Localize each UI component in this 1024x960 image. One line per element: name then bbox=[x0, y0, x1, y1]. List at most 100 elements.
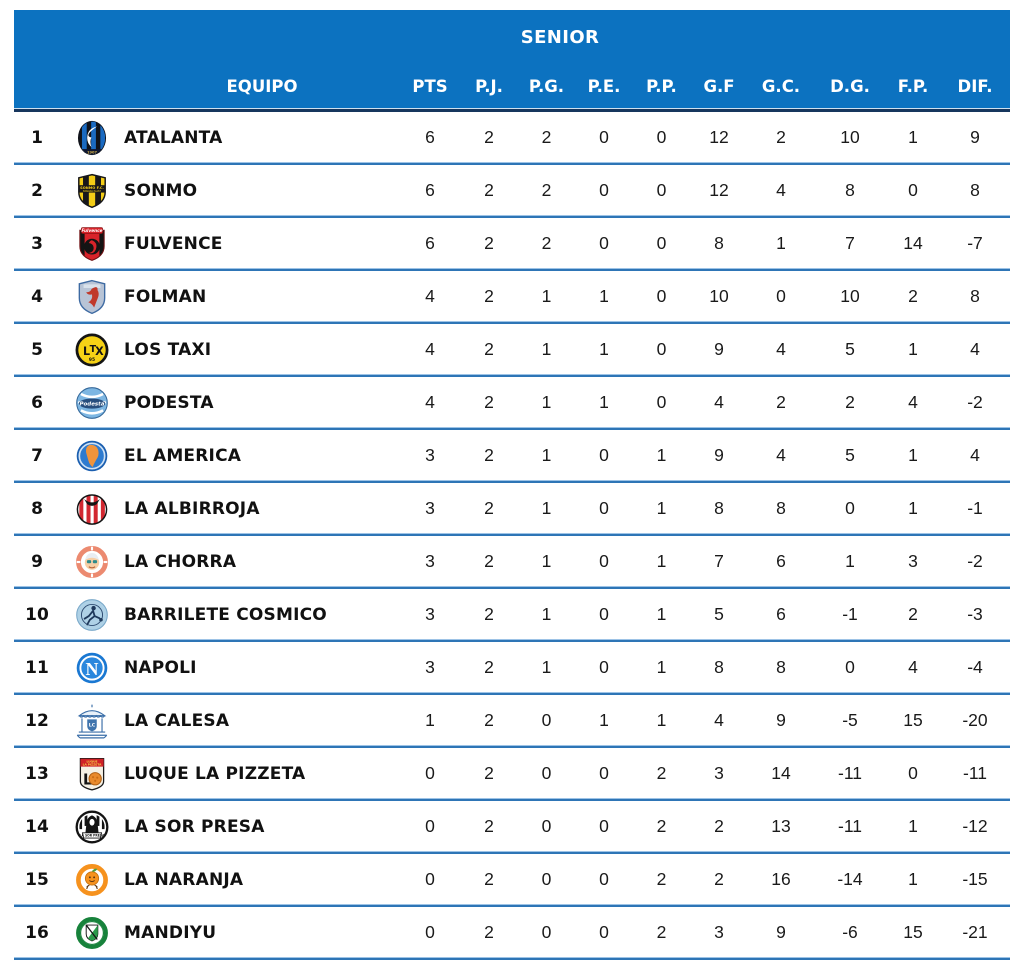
stat-pg: 2 bbox=[541, 180, 552, 200]
team-position: 8 bbox=[31, 498, 43, 519]
stat-pg: 0 bbox=[541, 816, 552, 836]
stat-gf: 3 bbox=[714, 763, 724, 783]
stat-pe: 1 bbox=[599, 339, 609, 359]
stat-pe: 0 bbox=[599, 816, 609, 836]
stat-fp: 1 bbox=[908, 816, 918, 836]
team-name: FULVENCE bbox=[124, 233, 223, 254]
stat-pp: 1 bbox=[656, 445, 667, 465]
svg-text:LUQUE: LUQUE bbox=[86, 759, 97, 763]
stat-gf: 4 bbox=[714, 392, 724, 412]
stat-pts: 3 bbox=[425, 445, 435, 465]
svg-text:LA SOR PRESA: LA SOR PRESA bbox=[80, 833, 105, 837]
stat-pj: 2 bbox=[484, 233, 494, 253]
svg-text:1907: 1907 bbox=[87, 150, 97, 154]
stat-pe: 0 bbox=[599, 445, 609, 465]
svg-text:T: T bbox=[90, 344, 97, 355]
stat-pg: 0 bbox=[541, 922, 552, 942]
stat-gf: 7 bbox=[714, 551, 724, 571]
stat-gf: 2 bbox=[714, 816, 724, 836]
stat-gc: 1 bbox=[776, 233, 786, 253]
stat-pj: 2 bbox=[484, 922, 494, 942]
svg-text:95: 95 bbox=[89, 357, 95, 363]
stat-pe: 0 bbox=[599, 922, 609, 942]
stat-pg: 2 bbox=[541, 233, 552, 253]
stat-pg: 1 bbox=[541, 286, 552, 306]
stat-gf: 3 bbox=[714, 922, 724, 942]
stat-pts: 6 bbox=[425, 233, 435, 253]
stat-pg: 2 bbox=[541, 127, 552, 147]
stat-pp: 1 bbox=[656, 604, 667, 624]
stat-gf: 10 bbox=[709, 286, 729, 306]
barrilete-crest-icon bbox=[60, 596, 124, 634]
stat-pe: 0 bbox=[599, 180, 609, 200]
stat-gf: 8 bbox=[714, 233, 724, 253]
folman-crest-icon bbox=[60, 278, 124, 316]
stat-pp: 0 bbox=[656, 233, 667, 253]
svg-text:LA PIZZETA: LA PIZZETA bbox=[83, 762, 102, 766]
standings-table: SENIOR EQUIPO PTS P.J. P.G. P.E. P.P. G.F G.C.… bbox=[14, 10, 1010, 960]
stat-pj: 2 bbox=[484, 498, 494, 518]
stat-pe: 0 bbox=[599, 551, 609, 571]
column-headers-row: EQUIPO PTS P.J. P.G. P.E. P.P. G.F G.C. D.G. F.P… bbox=[14, 64, 1010, 108]
svg-text:X: X bbox=[95, 344, 104, 357]
stat-pe: 0 bbox=[599, 869, 609, 889]
stat-dif: -2 bbox=[967, 551, 983, 571]
team-position: 12 bbox=[25, 710, 49, 731]
team-name: LA SOR PRESA bbox=[124, 816, 265, 837]
stat-pp: 1 bbox=[656, 498, 667, 518]
stat-gc: 9 bbox=[776, 922, 786, 942]
stat-gf: 12 bbox=[709, 127, 729, 147]
team-position: 16 bbox=[25, 922, 49, 943]
stat-gc: 13 bbox=[771, 816, 791, 836]
stat-gf: 9 bbox=[714, 339, 724, 359]
stat-pj: 2 bbox=[484, 657, 494, 677]
stat-pp: 0 bbox=[656, 180, 667, 200]
stat-fp: 0 bbox=[908, 180, 918, 200]
stat-pp: 2 bbox=[656, 816, 667, 836]
team-position: 3 bbox=[31, 233, 43, 254]
table-row: 11 N NAPOLI 3 2 1 0 1 8 8 0 4 -4 bbox=[14, 642, 1010, 695]
table-row: 4 FOLMAN 4 2 1 1 0 10 0 10 2 8 bbox=[14, 271, 1010, 324]
stat-gc: 0 bbox=[776, 286, 786, 306]
team-position: 15 bbox=[25, 869, 49, 890]
stat-pts: 1 bbox=[425, 710, 435, 730]
team-position: 9 bbox=[31, 551, 43, 572]
elamerica-crest-icon bbox=[60, 437, 124, 475]
column-header-stat: D.G. bbox=[830, 76, 870, 96]
team-position: 10 bbox=[25, 604, 49, 625]
mandiyu-crest-icon bbox=[60, 914, 124, 952]
stat-fp: 2 bbox=[908, 286, 918, 306]
table-row: 13 LUQUE LA PIZZETA L LUQUE LA PIZZETA 0 2… bbox=[14, 748, 1010, 801]
stat-pe: 1 bbox=[599, 710, 609, 730]
team-name: LA CALESA bbox=[124, 710, 230, 731]
table-row: 8 LA ALBIRROJA 3 2 1 0 1 8 8 0 1 -1 bbox=[14, 483, 1010, 536]
stat-fp: 1 bbox=[908, 498, 918, 518]
stat-dif: -4 bbox=[967, 657, 983, 677]
stat-dif: -21 bbox=[962, 922, 988, 942]
column-header-stat: G.C. bbox=[761, 76, 801, 96]
stat-pj: 2 bbox=[484, 286, 494, 306]
team-position: 2 bbox=[31, 180, 43, 201]
stat-pj: 2 bbox=[484, 551, 494, 571]
stat-dg: 5 bbox=[845, 339, 855, 359]
stat-pg: 0 bbox=[541, 763, 552, 783]
stat-dif: -3 bbox=[967, 604, 983, 624]
stat-pp: 0 bbox=[656, 339, 667, 359]
team-position: 13 bbox=[25, 763, 49, 784]
stat-pe: 0 bbox=[599, 604, 609, 624]
stat-pe: 0 bbox=[599, 498, 609, 518]
stat-pj: 2 bbox=[484, 710, 494, 730]
stat-gf: 4 bbox=[714, 710, 724, 730]
team-name: LA NARANJA bbox=[124, 869, 244, 890]
stat-pg: 1 bbox=[541, 498, 552, 518]
stat-fp: 1 bbox=[908, 445, 918, 465]
stat-pe: 0 bbox=[599, 233, 609, 253]
stat-gc: 8 bbox=[776, 657, 786, 677]
stat-pp: 1 bbox=[656, 710, 667, 730]
stat-dg: 2 bbox=[845, 392, 855, 412]
stat-fp: 14 bbox=[903, 233, 923, 253]
stat-fp: 3 bbox=[908, 551, 918, 571]
team-name: LOS TAXI bbox=[124, 339, 212, 360]
lacalesa-crest-icon: LC bbox=[60, 702, 124, 740]
column-header-stat: DIF. bbox=[957, 76, 993, 96]
